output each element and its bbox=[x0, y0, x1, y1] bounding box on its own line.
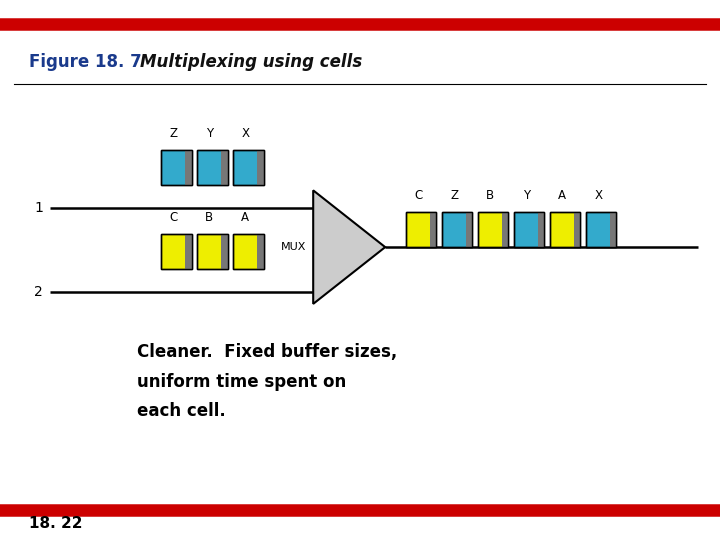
Text: X: X bbox=[594, 190, 602, 202]
Bar bbox=[161, 233, 192, 268]
Bar bbox=[185, 150, 192, 185]
Bar bbox=[197, 233, 228, 268]
Bar bbox=[233, 233, 264, 268]
Bar bbox=[610, 212, 616, 247]
Bar bbox=[233, 233, 264, 268]
Text: 2: 2 bbox=[35, 285, 43, 299]
Text: X: X bbox=[241, 127, 249, 140]
Bar bbox=[197, 150, 228, 185]
Bar bbox=[502, 212, 508, 247]
Bar bbox=[478, 212, 508, 247]
Bar bbox=[233, 150, 264, 185]
Bar bbox=[406, 212, 436, 247]
Bar bbox=[550, 212, 580, 247]
Bar bbox=[586, 212, 616, 247]
Text: C: C bbox=[414, 190, 423, 202]
Bar bbox=[406, 212, 436, 247]
Text: A: A bbox=[558, 190, 566, 202]
Bar bbox=[550, 212, 580, 247]
Bar bbox=[514, 212, 544, 247]
Text: each cell.: each cell. bbox=[137, 402, 225, 420]
Text: C: C bbox=[169, 211, 178, 224]
Text: Z: Z bbox=[169, 127, 177, 140]
Bar bbox=[197, 150, 228, 185]
Bar bbox=[221, 233, 228, 268]
Text: 18. 22: 18. 22 bbox=[29, 516, 82, 531]
Bar bbox=[442, 212, 472, 247]
Bar bbox=[161, 150, 192, 185]
Text: 1: 1 bbox=[35, 201, 43, 215]
Text: Multiplexing using cells: Multiplexing using cells bbox=[140, 53, 363, 71]
Text: A: A bbox=[241, 211, 249, 224]
Bar bbox=[185, 233, 192, 268]
Bar bbox=[257, 150, 264, 185]
Bar bbox=[233, 150, 264, 185]
Text: Cleaner.  Fixed buffer sizes,: Cleaner. Fixed buffer sizes, bbox=[137, 343, 397, 361]
Bar bbox=[161, 233, 192, 268]
Bar bbox=[161, 150, 192, 185]
Text: Figure 18. 7: Figure 18. 7 bbox=[29, 53, 142, 71]
Text: Y: Y bbox=[206, 127, 213, 140]
Bar bbox=[221, 150, 228, 185]
Polygon shape bbox=[313, 191, 385, 304]
Bar bbox=[466, 212, 472, 247]
Bar bbox=[197, 233, 228, 268]
Text: Z: Z bbox=[450, 190, 458, 202]
Text: Y: Y bbox=[523, 190, 530, 202]
Bar bbox=[442, 212, 472, 247]
Text: MUX: MUX bbox=[281, 242, 306, 252]
Bar bbox=[538, 212, 544, 247]
Bar bbox=[478, 212, 508, 247]
Bar bbox=[586, 212, 616, 247]
Bar bbox=[514, 212, 544, 247]
Bar bbox=[430, 212, 436, 247]
Text: B: B bbox=[205, 211, 213, 224]
Text: uniform time spent on: uniform time spent on bbox=[137, 373, 346, 390]
Text: B: B bbox=[486, 190, 494, 202]
Bar bbox=[574, 212, 580, 247]
Bar bbox=[257, 233, 264, 268]
